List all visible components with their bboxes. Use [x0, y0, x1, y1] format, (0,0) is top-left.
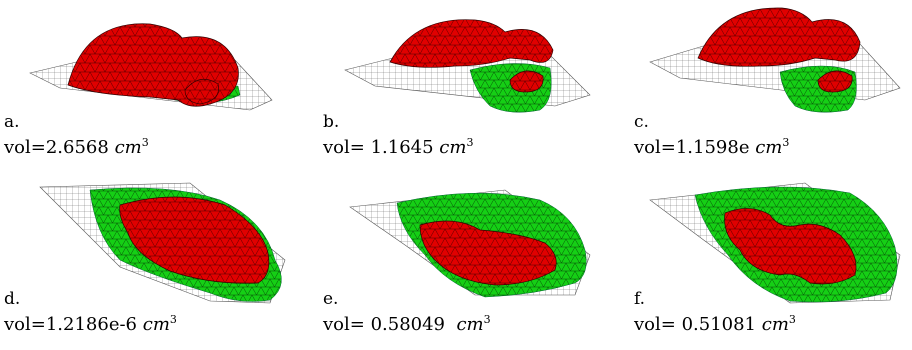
render-c — [649, 7, 901, 113]
volume-label: vol=1.1598e cm3 — [634, 132, 789, 159]
volume-label: vol=1.2186e-6 cm3 — [4, 309, 177, 336]
panel-letter: d. — [4, 289, 21, 309]
volume-label: vol= 1.1645 cm3 — [323, 132, 473, 159]
red-region — [389, 19, 554, 68]
panel-letter: e. — [323, 289, 339, 309]
volume-unit: cm3 — [142, 313, 177, 335]
volume-label: vol= 0.51081 cm3 — [634, 309, 796, 336]
volume-value: vol= 1.1645 — [323, 137, 434, 158]
panel-a: a. vol=2.6568 cm3 — [0, 0, 300, 175]
volume-unit: cm3 — [755, 136, 790, 158]
panel-letter: a. — [4, 112, 20, 132]
volume-value: vol=1.1598e — [634, 137, 750, 158]
panel-f: f. vol= 0.51081 cm3 — [610, 175, 910, 350]
panel-letter: b. — [323, 112, 340, 132]
render-e — [349, 189, 591, 298]
render-f — [649, 182, 901, 304]
panel-b: b. vol= 1.1645 cm3 — [305, 0, 605, 175]
volume-unit: cm3 — [439, 136, 474, 158]
render-d — [39, 182, 286, 304]
red-region — [697, 7, 861, 67]
panel-d: d. vol=1.2186e-6 cm3 — [0, 175, 300, 350]
red-lobe — [817, 70, 853, 93]
red-lobe — [509, 70, 544, 93]
volume-unit: cm3 — [456, 313, 491, 335]
volume-value: vol=1.2186e-6 — [4, 314, 138, 335]
volume-value: vol= 0.51081 — [634, 314, 757, 335]
volume-value: vol= 0.58049 — [323, 314, 451, 335]
red-region — [724, 208, 857, 285]
red-region — [119, 196, 270, 284]
panel-letter: c. — [634, 112, 649, 132]
render-b — [344, 19, 591, 113]
panel-e: e. vol= 0.58049 cm3 — [305, 175, 605, 350]
render-a — [29, 23, 273, 111]
panel-letter: f. — [634, 289, 646, 309]
red-lobe — [184, 78, 219, 105]
volume-label: vol=2.6568 cm3 — [4, 132, 149, 159]
volume-label: vol= 0.58049 cm3 — [323, 309, 491, 336]
volume-unit: cm3 — [114, 136, 149, 158]
red-region — [419, 220, 557, 286]
volume-value: vol=2.6568 — [4, 137, 109, 158]
volume-unit: cm3 — [761, 313, 796, 335]
panel-c: c. vol=1.1598e cm3 — [610, 0, 910, 175]
